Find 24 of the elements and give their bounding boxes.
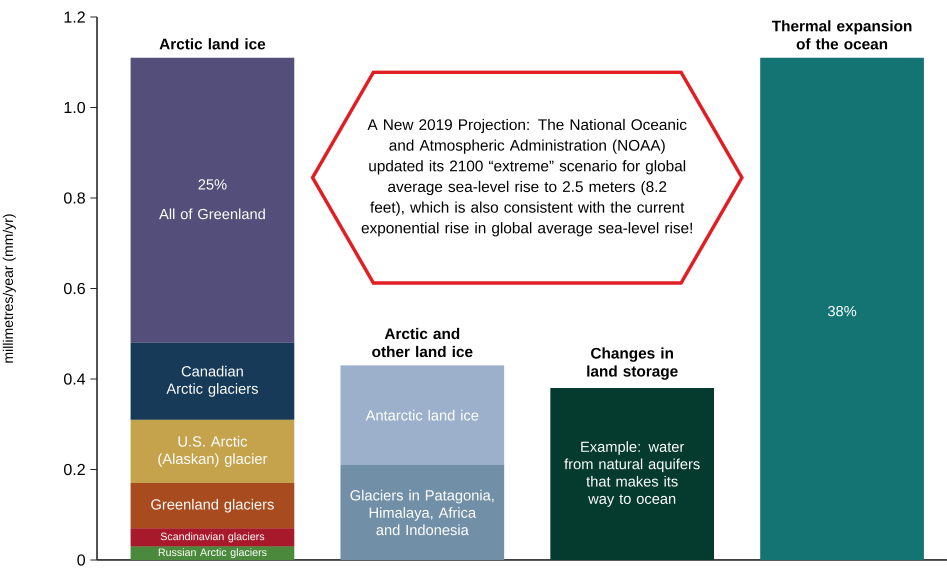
series-label: Greenland glaciers bbox=[151, 498, 274, 513]
x-tick-label: Changes in land storage bbox=[587, 347, 678, 380]
series-label: All of Greenland bbox=[159, 208, 265, 220]
y-axis-title: millimetres/year (mm/yr) bbox=[2, 214, 16, 363]
y-tick-label: 0.6 bbox=[64, 282, 85, 294]
x-tick-label: Thermal expansion of the ocean bbox=[772, 20, 912, 50]
y-tick-label: 0.8 bbox=[64, 192, 85, 204]
series-label: Canadian Arctic glaciers bbox=[166, 366, 258, 397]
series-label: Example: water from natural aquifers that makes its way to ocean bbox=[564, 441, 700, 507]
series-label: Scandinavian glaciers bbox=[160, 532, 264, 542]
annotation: A New 2019 Projection: The National Oceanic and Atmospheric Administration (NOAA) updated its 2100 “extreme” scenario for global average sea-level rise to 2.5 meters (8.2 feet), which is also consistent with the current exponential rise in global average sea-level rise! bbox=[362, 118, 692, 236]
series-label: U.S. Arctic (Alaskan) glacier bbox=[158, 436, 268, 467]
y-tick-label: 1.2 bbox=[64, 11, 85, 23]
y-tick-label: 0 bbox=[77, 554, 86, 566]
y-tick-label: 1.0 bbox=[64, 102, 86, 114]
series-label: Antarctic land ice bbox=[366, 410, 478, 421]
x-tick-label: Arctic land ice bbox=[160, 38, 266, 50]
series-label: Russian Arctic glaciers bbox=[158, 548, 267, 558]
annotation: 25% bbox=[198, 179, 227, 190]
x-tick-label: Arctic and other land ice bbox=[372, 328, 472, 358]
series-label: Glaciers in Patagonia, Himalaya, Africa and Indonesia bbox=[350, 490, 494, 536]
y-tick-label: 0.4 bbox=[64, 373, 86, 385]
y-tick-label: 0.2 bbox=[64, 464, 85, 476]
annotation: 38% bbox=[828, 306, 856, 316]
